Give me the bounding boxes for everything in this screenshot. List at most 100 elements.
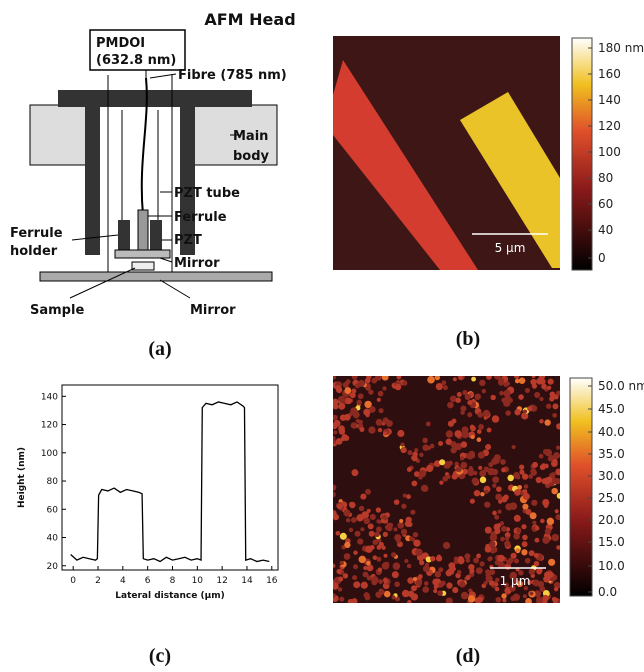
particle xyxy=(469,424,475,430)
particle xyxy=(474,393,481,400)
particle xyxy=(345,517,351,523)
particle xyxy=(543,503,549,508)
particle xyxy=(333,582,339,590)
particle xyxy=(379,589,385,595)
particle xyxy=(351,469,359,477)
particle xyxy=(471,376,476,382)
particle xyxy=(356,399,362,406)
particle xyxy=(514,378,520,384)
colorbar-tick-label: 15.0 xyxy=(598,535,625,549)
particle xyxy=(366,508,371,513)
particle xyxy=(339,532,347,540)
x-tick-label: 4 xyxy=(120,576,126,586)
particle xyxy=(484,501,489,507)
particle xyxy=(395,596,401,602)
particle xyxy=(469,568,475,574)
particle xyxy=(333,484,337,491)
particle xyxy=(371,576,379,584)
particle xyxy=(445,430,454,438)
particle xyxy=(527,405,533,412)
fibre-label: Fibre (785 nm) xyxy=(178,68,287,83)
particle xyxy=(338,428,346,435)
particle xyxy=(438,582,444,588)
particle xyxy=(383,431,388,436)
particle xyxy=(457,557,465,565)
x-tick-label: 14 xyxy=(241,576,253,586)
colorbar-tick-label: 80 xyxy=(598,171,613,185)
particle xyxy=(535,526,540,531)
particle xyxy=(476,596,484,603)
particle xyxy=(404,558,409,564)
pzt-label: PZT xyxy=(174,233,202,248)
colorbar-tick-label: 25.0 xyxy=(598,491,625,505)
particle xyxy=(393,499,400,505)
particle xyxy=(382,386,387,391)
particle xyxy=(546,517,555,526)
particle xyxy=(494,559,500,566)
main-body-label: Main xyxy=(233,129,268,144)
particle xyxy=(394,383,402,391)
particle xyxy=(538,453,544,459)
particle xyxy=(518,570,524,576)
particle xyxy=(451,418,457,424)
particle xyxy=(442,475,449,482)
particle xyxy=(510,595,516,602)
x-tick-label: 10 xyxy=(192,576,204,586)
particle xyxy=(519,469,525,475)
particle xyxy=(521,412,529,420)
particle xyxy=(471,477,479,485)
particle xyxy=(547,385,552,390)
particle xyxy=(333,435,336,442)
particle xyxy=(445,597,453,603)
particle xyxy=(509,502,518,510)
particle xyxy=(501,593,507,599)
particle xyxy=(376,556,382,562)
particle xyxy=(495,493,502,501)
particle xyxy=(333,593,336,598)
particle xyxy=(441,380,447,386)
particle xyxy=(481,388,487,394)
particle xyxy=(478,424,484,430)
x-tick-label: 2 xyxy=(95,576,101,586)
particle xyxy=(355,418,361,424)
particle xyxy=(539,396,544,402)
particle xyxy=(495,596,502,603)
y-axis-label: Height (nm) xyxy=(17,447,27,508)
particle xyxy=(445,438,453,445)
particle xyxy=(484,526,492,534)
particle xyxy=(381,545,386,550)
diagram-title: AFM Head xyxy=(204,10,295,29)
particle xyxy=(484,545,492,553)
particle xyxy=(337,503,343,510)
x-axis-label: Lateral distance (µm) xyxy=(115,591,224,601)
particle xyxy=(343,413,351,421)
particle xyxy=(399,519,404,524)
particle xyxy=(505,536,510,541)
sample-label: Sample xyxy=(30,303,84,318)
particle xyxy=(435,555,443,562)
colorbar-tick-label: 140 xyxy=(598,93,621,107)
particle xyxy=(358,555,366,564)
particle xyxy=(353,581,361,589)
particle xyxy=(377,519,382,524)
particle xyxy=(522,492,530,500)
particle xyxy=(422,565,430,573)
particle xyxy=(406,494,411,500)
particle xyxy=(491,468,499,476)
particle xyxy=(377,427,383,433)
particle xyxy=(413,539,421,547)
particle xyxy=(425,421,431,427)
particle xyxy=(479,379,486,387)
particle xyxy=(391,595,396,600)
particle xyxy=(497,554,505,563)
particle xyxy=(450,441,457,448)
particle xyxy=(349,392,356,399)
particle xyxy=(533,560,540,567)
colorbar-tick-label: 160 xyxy=(598,67,621,81)
particle xyxy=(489,569,496,576)
particle xyxy=(376,526,382,533)
particle xyxy=(499,390,504,396)
particle xyxy=(503,494,509,501)
particle xyxy=(513,514,521,522)
particle xyxy=(531,376,536,379)
